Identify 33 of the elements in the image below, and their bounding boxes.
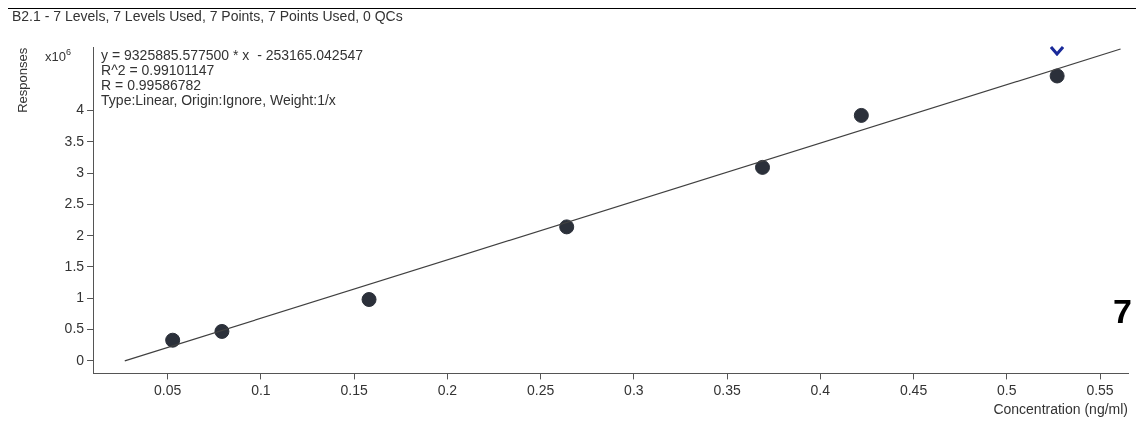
y-tick-label: 2.5	[64, 195, 85, 212]
annotation: y = 9325885.577500 * x - 253165.042547	[101, 46, 364, 63]
x-tick-label: 0.4	[810, 381, 831, 398]
y-axis-title: Responses	[15, 47, 31, 113]
point	[165, 332, 181, 348]
point	[1049, 68, 1065, 84]
x-tick-label: 0.05	[154, 381, 182, 398]
x-tick-label: 0.3	[624, 381, 644, 398]
chart-title: B2.1 - 7 Levels, 7 Levels Used, 7 Points, 7 Points Used, 0 QCs	[12, 8, 403, 25]
y-tick-label: 4	[76, 101, 85, 118]
x-tick-label: 0.1	[251, 381, 271, 398]
point	[755, 159, 771, 175]
y-tick-label: 2	[76, 226, 85, 243]
x-tick-label: 0.5	[997, 381, 1017, 398]
x-tick-label: 0.2	[437, 381, 458, 398]
x-axis-title: Concentration (ng/ml)	[993, 401, 1128, 418]
y-tick-label: 0	[76, 351, 85, 368]
x-tick-label: 0.15	[340, 381, 368, 398]
annotation: R = 0.99586782	[101, 76, 202, 93]
y-tick-label: 1.5	[64, 257, 85, 274]
point	[853, 107, 869, 123]
annotation: 7	[1113, 291, 1132, 330]
y-tick-label: 3.5	[64, 132, 85, 149]
point	[559, 219, 575, 235]
y-tick-label: 1	[76, 289, 85, 306]
point	[361, 292, 377, 308]
y-tick-label: 3	[76, 163, 85, 180]
annotation: Type:Linear, Origin:Ignore, Weight:1/x	[101, 91, 336, 108]
x-tick-label: 0.45	[899, 381, 928, 398]
x-tick-label: 0.25	[526, 381, 555, 398]
x-tick-label: 0.55	[1086, 381, 1114, 398]
x-tick-label: 0.35	[713, 381, 741, 398]
y-tick-label: 0.5	[64, 320, 85, 337]
